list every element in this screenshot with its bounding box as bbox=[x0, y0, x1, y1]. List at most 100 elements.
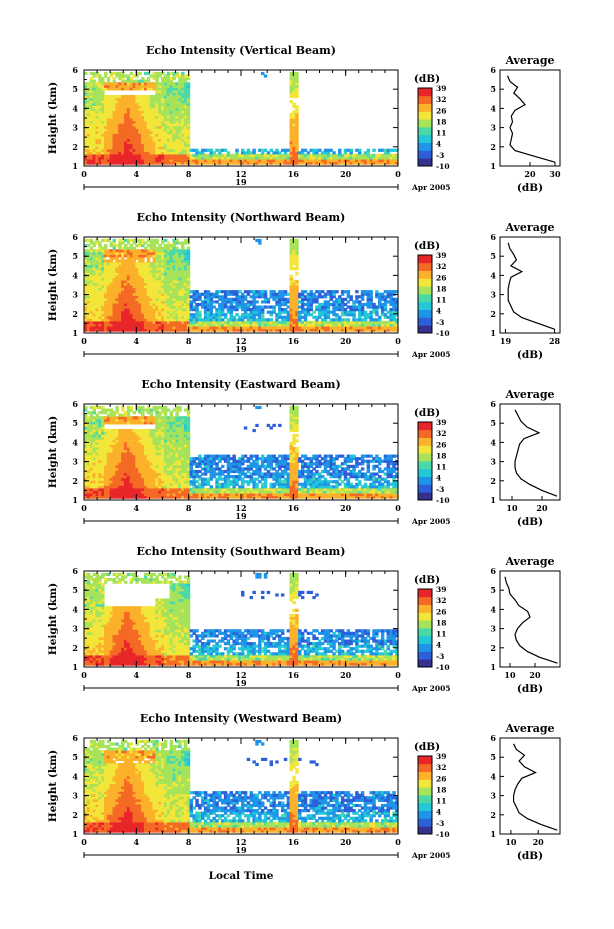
heatmap-cell bbox=[135, 285, 139, 289]
heatmap-cell bbox=[372, 148, 376, 152]
heatmap-cell bbox=[175, 84, 179, 88]
heatmap-cell bbox=[166, 272, 171, 276]
heatmap-cell bbox=[318, 323, 322, 327]
heatmap-cell bbox=[258, 238, 262, 243]
heatmap-cell bbox=[181, 120, 185, 124]
heatmap-cell bbox=[101, 492, 105, 497]
heatmap-cell bbox=[241, 315, 245, 319]
heatmap-cell bbox=[278, 320, 282, 324]
heatmap-cell bbox=[138, 244, 142, 248]
heatmap-cell bbox=[166, 305, 171, 309]
heatmap-cell bbox=[358, 310, 362, 314]
heatmap-cell bbox=[135, 161, 139, 165]
heatmap-cell bbox=[215, 313, 219, 317]
heatmap-cell bbox=[209, 325, 214, 330]
heatmap-cell bbox=[269, 313, 273, 317]
heatmap-cell bbox=[243, 156, 248, 160]
heatmap-cell bbox=[166, 325, 171, 330]
heatmap-cell bbox=[283, 310, 288, 314]
heatmap-cell bbox=[138, 300, 142, 304]
heatmap-cell bbox=[315, 290, 319, 294]
heatmap-cell bbox=[292, 267, 296, 271]
heatmap-cell bbox=[86, 264, 91, 268]
heatmap-cell bbox=[152, 77, 156, 81]
heatmap-cell bbox=[175, 287, 179, 291]
heatmap-cell bbox=[212, 300, 216, 304]
heatmap-cell bbox=[143, 282, 148, 286]
heatmap-cell bbox=[292, 249, 296, 253]
heatmap-cell bbox=[123, 123, 128, 127]
heatmap-cell bbox=[215, 295, 219, 299]
heatmap-cell bbox=[132, 105, 136, 109]
heatmap-cell bbox=[106, 251, 111, 255]
heatmap-cell bbox=[346, 295, 351, 299]
heatmap-cell bbox=[86, 423, 91, 427]
heatmap-cell bbox=[241, 158, 245, 163]
heatmap-cell bbox=[163, 302, 168, 307]
heatmap-cell bbox=[121, 133, 125, 137]
heatmap-cell bbox=[118, 274, 122, 278]
heatmap-cell bbox=[201, 320, 205, 324]
heatmap-cell bbox=[115, 310, 119, 314]
heatmap-cell bbox=[92, 123, 97, 127]
heatmap-cell bbox=[86, 475, 91, 479]
heatmap-cell bbox=[292, 259, 296, 263]
heatmap-cell bbox=[146, 123, 151, 127]
heatmap-cell bbox=[312, 323, 316, 327]
heatmap-cell bbox=[86, 100, 91, 104]
heatmap-cell bbox=[181, 112, 185, 117]
heatmap-cell bbox=[95, 418, 99, 422]
heatmap-cell bbox=[132, 118, 136, 122]
heatmap-cell bbox=[223, 295, 228, 299]
heatmap-cell bbox=[143, 79, 148, 83]
heatmap-cell bbox=[280, 328, 285, 332]
heatmap-cell bbox=[235, 153, 239, 157]
heatmap-cell bbox=[380, 308, 385, 312]
heatmap-cell bbox=[89, 492, 94, 497]
heatmap-cell bbox=[109, 267, 114, 271]
heatmap-cell bbox=[98, 467, 102, 471]
heatmap-cell bbox=[172, 156, 176, 160]
heatmap-cell bbox=[300, 323, 305, 327]
heatmap-cell bbox=[306, 292, 311, 296]
heatmap-cell bbox=[163, 279, 168, 284]
heatmap-cell bbox=[278, 300, 282, 304]
heatmap-cell bbox=[98, 79, 102, 83]
heatmap-cell bbox=[292, 89, 296, 93]
heatmap-cell bbox=[223, 320, 228, 324]
heatmap-cell bbox=[143, 279, 148, 284]
heatmap-cell bbox=[389, 320, 393, 324]
heatmap-cell bbox=[92, 487, 97, 491]
heatmap-cell bbox=[178, 313, 182, 317]
heatmap-cell bbox=[232, 323, 236, 327]
heatmap-cell bbox=[209, 300, 214, 304]
heatmap-cell bbox=[183, 138, 188, 142]
heatmap-cell bbox=[161, 94, 165, 99]
heatmap-cell bbox=[298, 300, 302, 304]
heatmap-cell bbox=[312, 310, 316, 314]
heatmap-cell bbox=[392, 161, 396, 165]
heatmap-cell bbox=[383, 290, 388, 294]
heatmap-cell bbox=[175, 107, 179, 111]
heatmap-cell bbox=[358, 318, 362, 322]
heatmap-cell bbox=[166, 151, 171, 155]
heatmap-cell bbox=[141, 138, 145, 142]
heatmap-cell bbox=[392, 148, 396, 152]
heatmap-cell bbox=[300, 308, 305, 312]
heatmap-cell bbox=[129, 79, 134, 83]
heatmap-cell bbox=[146, 244, 151, 248]
heatmap-cell bbox=[92, 125, 97, 129]
heatmap-cell bbox=[289, 290, 293, 294]
heatmap-cell bbox=[189, 308, 194, 312]
heatmap-cell bbox=[126, 138, 131, 142]
heatmap-cell bbox=[149, 94, 154, 99]
heatmap-cell bbox=[138, 285, 142, 289]
heatmap-cell bbox=[152, 282, 156, 286]
heatmap-cell bbox=[106, 328, 111, 332]
heatmap-cell bbox=[360, 153, 365, 157]
heatmap-cell bbox=[315, 325, 319, 330]
heatmap-cell bbox=[129, 120, 134, 124]
heatmap-cell bbox=[346, 161, 351, 165]
heatmap-cell bbox=[386, 151, 391, 155]
heatmap-cell bbox=[115, 244, 119, 248]
